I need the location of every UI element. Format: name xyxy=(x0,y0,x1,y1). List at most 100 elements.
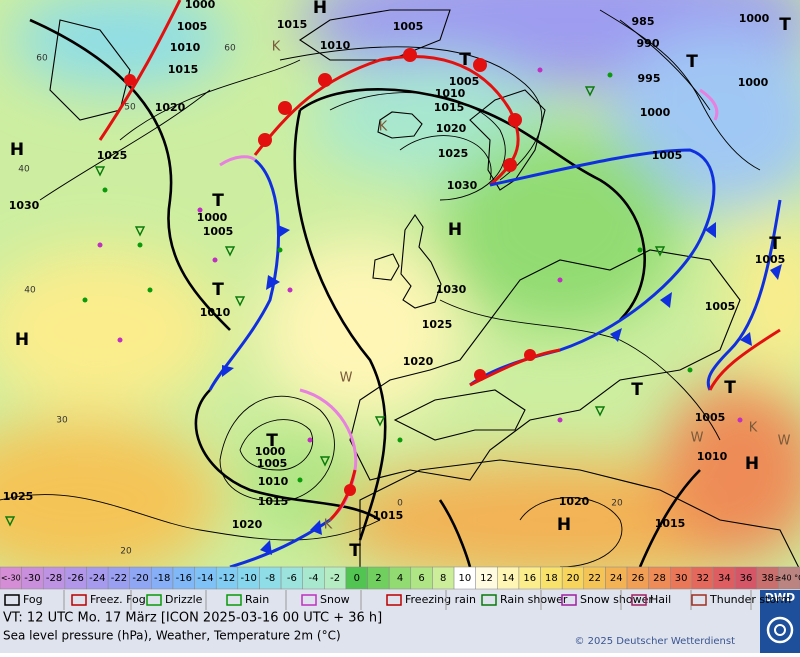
weather-symbol xyxy=(319,456,331,467)
weather-symbol xyxy=(557,277,563,283)
temperature-scale-label: 14 xyxy=(502,573,515,584)
weather-symbol xyxy=(687,367,693,373)
weather-symbol xyxy=(277,247,283,253)
isobar-label: 1020 xyxy=(232,518,263,531)
weather-legend-icon xyxy=(481,594,497,606)
pressure-center: W xyxy=(340,371,353,386)
temperature-scale-label: 2 xyxy=(375,573,381,584)
pressure-center: W xyxy=(778,434,791,449)
temperature-scale-label: -26 xyxy=(68,573,84,584)
weather-legend-label: Freez. Fog xyxy=(90,593,146,606)
temperature-scale-label: 34 xyxy=(718,573,731,584)
pressure-center: T xyxy=(686,52,698,72)
isobar-label: 1005 xyxy=(695,411,726,424)
weather-legend-label: Rain xyxy=(245,593,269,606)
temperature-scale-label: -18 xyxy=(154,573,170,584)
temperature-scale-label: <-30 xyxy=(1,574,21,583)
weather-symbol xyxy=(607,72,613,78)
weather-symbol xyxy=(557,417,563,423)
temperature-label: 50 xyxy=(124,103,136,113)
temperature-scale-label: 20 xyxy=(567,573,580,584)
temperature-scale-label: 0 xyxy=(354,573,360,584)
isobar-label: 1000 xyxy=(640,106,671,119)
isobars xyxy=(0,9,761,567)
temperature-scale-label: -2 xyxy=(330,573,340,584)
isobar-label: 1005 xyxy=(203,225,234,238)
temperature-scale-label: 22 xyxy=(588,573,601,584)
weather-symbol xyxy=(637,247,643,253)
weather-symbol xyxy=(94,166,106,177)
temperature-scale-label: 10 xyxy=(458,573,471,584)
isobar-label: 1025 xyxy=(422,318,453,331)
isobar-label: 985 xyxy=(632,15,655,28)
weather-legend-label: Snow shower xyxy=(580,593,653,606)
isobar-label: 1005 xyxy=(393,20,424,33)
dwd-logo-text: DWD xyxy=(765,591,795,604)
isobar-1020-bold xyxy=(29,18,701,567)
fronts xyxy=(98,0,782,567)
isobar-label: 1005 xyxy=(755,253,786,266)
weather-legend-icon xyxy=(146,594,162,606)
isobar-label: 1000 xyxy=(197,211,228,224)
pressure-center: K xyxy=(749,421,758,436)
weather-symbol xyxy=(102,187,108,193)
weather-symbol xyxy=(307,437,313,443)
pressure-center: T xyxy=(212,191,224,211)
weather-symbol xyxy=(737,417,743,423)
isobar-label: 995 xyxy=(638,72,661,85)
isobar-label: 1025 xyxy=(3,490,34,503)
isobar-label: 1000 xyxy=(255,445,286,458)
weather-symbol xyxy=(147,287,153,293)
isobar-label: 1010 xyxy=(697,450,728,463)
isobar-label: 1030 xyxy=(9,199,40,212)
isobar-label: 1000 xyxy=(738,76,769,89)
pressure-center: T xyxy=(266,431,278,451)
pressure-center: H xyxy=(313,0,327,18)
temperature-scale-label: -20 xyxy=(132,573,148,584)
temperature-scale-label: -14 xyxy=(197,573,213,584)
isobar-label: 1020 xyxy=(155,101,186,114)
pressure-center: T xyxy=(631,380,643,400)
weather-legend-label: Rain shower xyxy=(500,593,568,606)
weather-symbol xyxy=(197,207,203,213)
weather-symbol xyxy=(97,242,103,248)
temperature-scale-label: 28 xyxy=(653,573,666,584)
weather-legend-label: Fog xyxy=(23,593,43,606)
pressure-center: T xyxy=(724,378,736,398)
weather-legend-icon xyxy=(226,594,242,606)
temperature-scale-label: -10 xyxy=(240,573,256,584)
weather-legend-label: Freezing rain xyxy=(405,593,476,606)
temperature-scale-label: ≥40 °C xyxy=(775,574,800,583)
pressure-center: T xyxy=(769,234,781,254)
pressure-center: H xyxy=(448,220,462,240)
pressure-center: H xyxy=(745,454,759,474)
isobar-label: 1010 xyxy=(258,475,289,488)
weather-legend-label: Thunder storm xyxy=(709,593,791,606)
isobar-label: 1015 xyxy=(434,101,465,114)
weather-symbol xyxy=(134,226,146,237)
temperature-label: 40 xyxy=(24,286,36,296)
weather-symbol xyxy=(234,296,246,307)
temperature-scale-label: 32 xyxy=(696,573,709,584)
temperature-label: 30 xyxy=(56,416,68,426)
isobar-label: 1005 xyxy=(705,300,736,313)
temperature-scale-label: -12 xyxy=(219,573,235,584)
isobar-label: 1015 xyxy=(655,517,686,530)
weather-symbol xyxy=(82,297,88,303)
temperature-scale-label: 16 xyxy=(523,573,536,584)
temperature-scale-label: 6 xyxy=(418,573,424,584)
isobar-label: 1015 xyxy=(258,495,289,508)
isobar-label: 1005 xyxy=(449,75,480,88)
pressure-center: K xyxy=(379,120,388,135)
map: 1000100510101015102010251030101510101005… xyxy=(0,0,800,567)
temperature-scale-label: 4 xyxy=(397,573,403,584)
weather-legend-icon xyxy=(691,594,707,606)
pressure-center: T xyxy=(459,50,471,70)
dwd-logo-swirl-inner xyxy=(774,624,786,636)
weather-legend-icon xyxy=(71,594,87,606)
isobar-label: 1030 xyxy=(436,283,467,296)
isobar-label: 1020 xyxy=(559,495,590,508)
isobar-label: 1005 xyxy=(257,457,288,470)
weather-symbol xyxy=(297,477,303,483)
isobar-label: 1015 xyxy=(277,18,308,31)
